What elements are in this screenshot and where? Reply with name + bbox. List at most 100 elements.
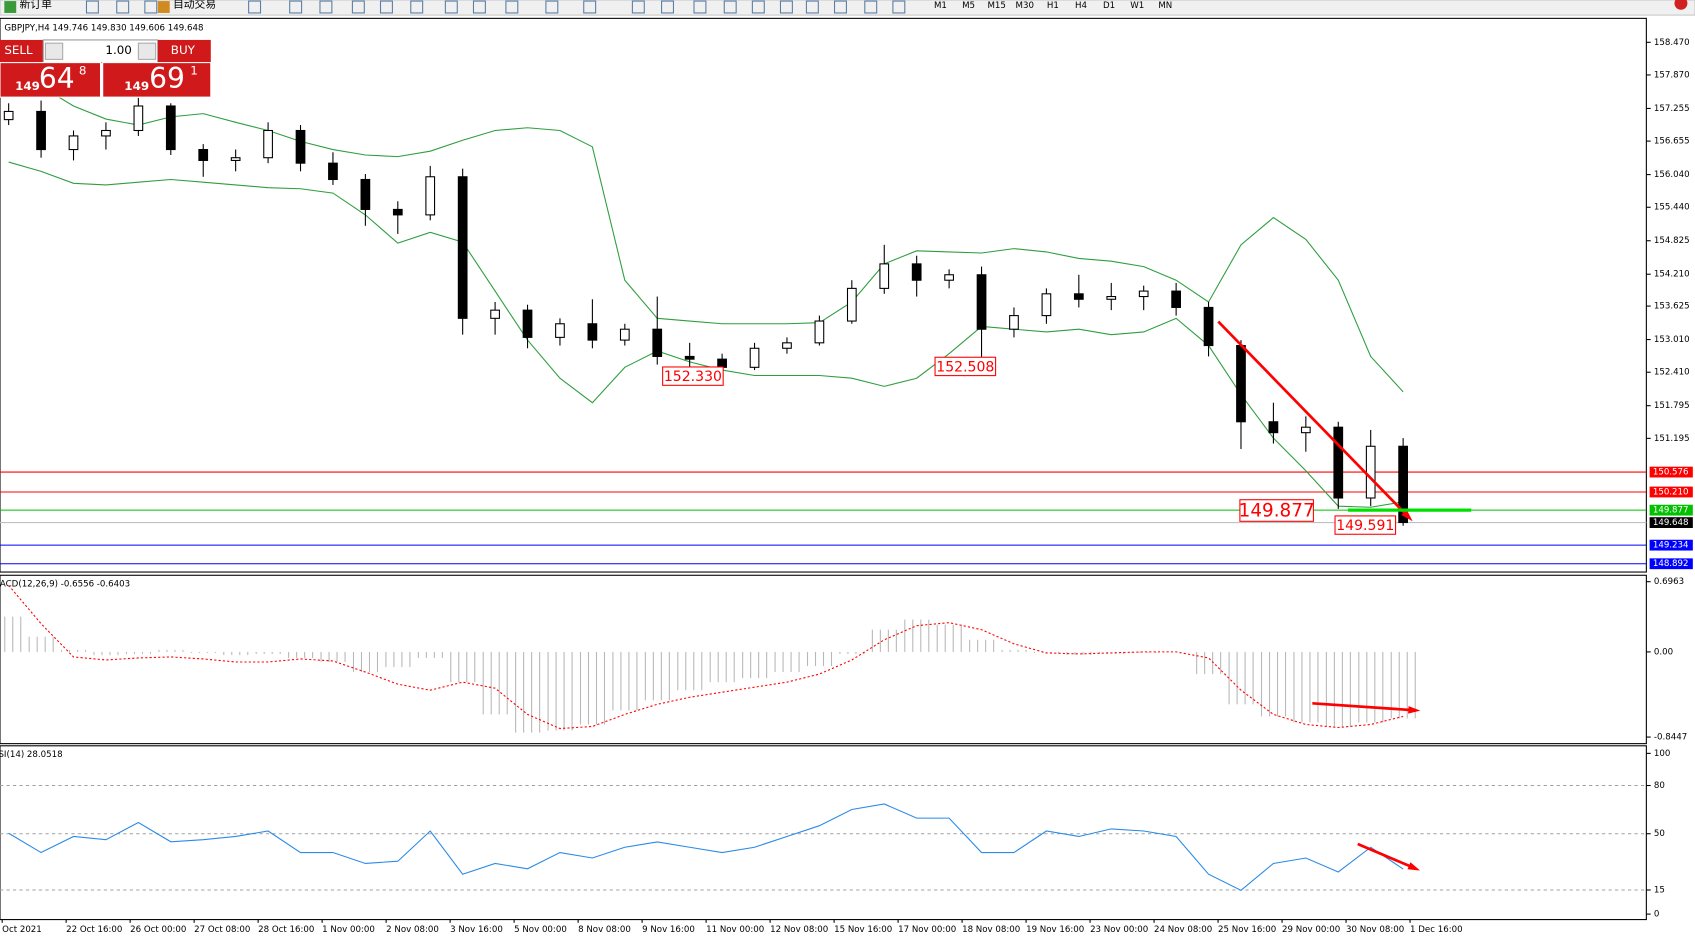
x-tick-label: 25 Nov 16:00 [1218, 925, 1276, 935]
toolbar-icon[interactable] [319, 0, 333, 14]
buy-price-pips: 69 [149, 62, 185, 95]
price-box [1239, 499, 1314, 522]
toolbar-icon[interactable] [661, 0, 675, 14]
y-tick-label: 151.195 [1654, 434, 1690, 444]
toolbar-icon[interactable] [864, 0, 878, 14]
toolbar-icon[interactable] [693, 0, 707, 14]
sell-price-box[interactable] [0, 62, 102, 98]
toolbar-button[interactable]: 自动交易 [173, 0, 216, 10]
x-tick-label: 3 Nov 16:00 [450, 925, 503, 935]
candle-body [360, 178, 371, 210]
y-tick-label: 156.655 [1654, 137, 1690, 147]
rsi-line [8, 803, 1404, 891]
toolbar-icon[interactable] [545, 0, 559, 14]
toolbar-icon[interactable] [472, 0, 486, 14]
toolbar-icon[interactable] [631, 0, 645, 14]
toolbar-icon[interactable] [751, 0, 765, 14]
arrow [1357, 842, 1417, 871]
candle-body [717, 358, 727, 368]
price-box [1334, 515, 1397, 535]
toolbar-icon[interactable] [833, 0, 847, 14]
timeframe-button[interactable]: M5 [962, 1, 975, 11]
timeframe-button[interactable]: W1 [1130, 1, 1144, 11]
main-frame [0, 17, 1647, 573]
toolbar-icon[interactable] [805, 0, 819, 14]
volume-up[interactable] [137, 42, 157, 60]
toolbar-icon[interactable] [116, 0, 130, 14]
y-tick-label: 153.625 [1654, 302, 1690, 312]
candle-body [295, 129, 306, 164]
level-label: 149.877 [1653, 506, 1689, 516]
toolbar-icon[interactable] [444, 0, 458, 14]
toolbar-icon[interactable] [410, 0, 424, 14]
candle-body [587, 323, 598, 341]
candle-body [911, 263, 922, 281]
level-label: 149.648 [1653, 518, 1689, 528]
timeframe-button[interactable]: M1 [934, 1, 947, 11]
toolbar-icon[interactable] [351, 0, 365, 14]
sell-button[interactable] [0, 39, 44, 63]
buy-button[interactable] [157, 39, 211, 63]
level-label: 149.234 [1653, 541, 1689, 551]
x-tick-label: 2 Nov 08:00 [386, 925, 439, 935]
timeframe-button[interactable]: M30 [1016, 1, 1034, 11]
x-tick-label: 17 Nov 00:00 [898, 925, 956, 935]
candle-body [522, 309, 533, 338]
timeframe-button[interactable]: D1 [1103, 1, 1115, 11]
y-tick-label: 80 [1654, 781, 1665, 791]
candle-body [814, 320, 825, 344]
x-tick-label: 30 Nov 08:00 [1346, 925, 1404, 935]
x-tick-label: 18 Nov 08:00 [962, 925, 1020, 935]
toolbar-button[interactable]: 新订单 [19, 0, 52, 10]
arrow [1312, 701, 1417, 712]
candle-body [1268, 421, 1279, 434]
toolbar-icon[interactable] [4, 1, 17, 13]
y-tick-label: 152.410 [1654, 368, 1690, 378]
price-annotation: 152.508 [936, 360, 994, 376]
candle-body [1365, 445, 1376, 499]
candle-body [944, 274, 954, 281]
candle-body [36, 110, 46, 151]
toolbar-icon[interactable] [289, 0, 303, 14]
toolbar-icon[interactable] [144, 0, 158, 14]
level-tag [1649, 517, 1693, 528]
sell-price-pips: 64 [39, 62, 75, 95]
toolbar-icon[interactable] [723, 0, 737, 14]
candle-body [1171, 290, 1181, 308]
candle-body [328, 162, 338, 181]
toolbar-icon[interactable] [248, 0, 262, 14]
toolbar-icon[interactable] [379, 0, 393, 14]
timeframe-button[interactable]: H1 [1047, 1, 1059, 11]
volume-down[interactable] [44, 42, 64, 60]
macd-frame [0, 574, 1647, 745]
x-tick-label: 1 Dec 16:00 [1410, 925, 1463, 935]
timeframe-button[interactable]: M15 [987, 1, 1005, 11]
toolbar-icon[interactable] [85, 0, 99, 14]
toolbar-icon[interactable] [892, 0, 906, 14]
y-tick-label: 100 [1654, 749, 1670, 759]
candle-body [1009, 315, 1019, 330]
price-annotation: 149.591 [1336, 518, 1394, 534]
timeframe-button[interactable]: H4 [1075, 1, 1087, 11]
x-tick-label: 12 Nov 08:00 [770, 925, 828, 935]
x-tick-label: 26 Oct 00:00 [130, 925, 186, 935]
volume: 1.00 [105, 43, 131, 57]
toolbar-icon[interactable] [583, 0, 597, 14]
candle-body [133, 105, 144, 132]
x-tick-label: 23 Nov 00:00 [1090, 925, 1148, 935]
x-tick-label: 19 Nov 16:00 [1026, 925, 1084, 935]
timeframe-button[interactable]: MN [1158, 1, 1172, 11]
buy-price-box[interactable] [102, 62, 212, 98]
toolbar-icon[interactable] [779, 0, 793, 14]
x-tick-label: 1 Nov 00:00 [322, 925, 375, 935]
buy-price-point: 1 [190, 64, 198, 78]
notification[interactable] [1674, 0, 1688, 10]
toolbar-icon[interactable] [157, 1, 170, 13]
candle-body [1041, 293, 1052, 317]
rsi-frame [0, 745, 1647, 921]
sell-label: SELL [4, 43, 33, 57]
level-label: 150.210 [1653, 488, 1689, 498]
y-tick-label: 153.010 [1654, 335, 1690, 345]
candle-body [555, 323, 565, 338]
toolbar-icon[interactable] [505, 0, 519, 14]
